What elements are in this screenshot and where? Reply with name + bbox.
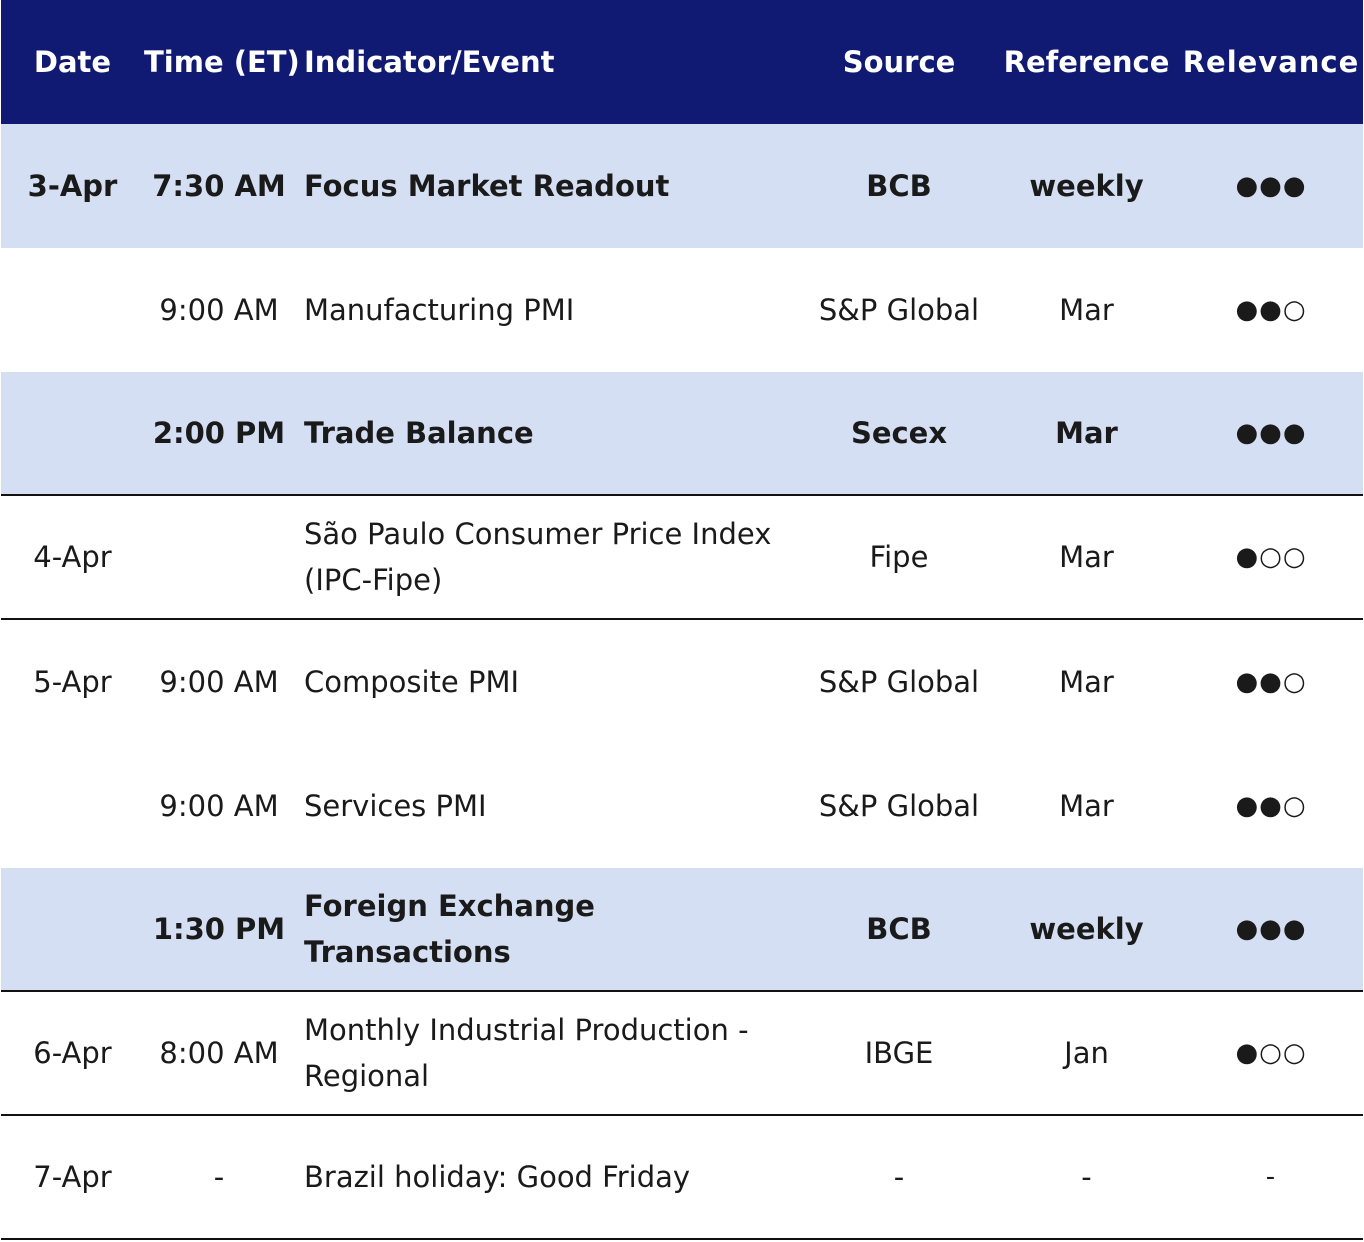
- indicator-cell: Foreign Exchange Transactions: [304, 889, 595, 969]
- source-cell: S&P Global: [818, 665, 980, 699]
- date-cell: 6-Apr: [33, 1036, 112, 1070]
- table-row: 4-Apr São Paulo Consumer Price Index (IP…: [1, 496, 1363, 620]
- relevance-dots: -: [1265, 1162, 1277, 1192]
- indicator-cell: Manufacturing PMI: [304, 293, 575, 327]
- reference-cell: Mar: [1059, 665, 1114, 699]
- source-cell: Secex: [850, 416, 948, 450]
- time-cell: -: [213, 1160, 225, 1194]
- header-source: Source: [842, 45, 956, 79]
- reference-cell: Mar: [1055, 416, 1118, 450]
- relevance-dots: ●●●: [1235, 418, 1307, 448]
- table-header: Date Time (ET) Indicator/Event Source Re…: [1, 0, 1363, 124]
- header-relevance: Relevance: [1182, 45, 1360, 79]
- indicator-cell: Monthly Industrial Production - Regional: [304, 1013, 749, 1093]
- table-row: 1:30 PM Foreign Exchange Transactions BC…: [1, 868, 1363, 992]
- date-cell: 7-Apr: [33, 1160, 112, 1194]
- source-cell: IBGE: [864, 1036, 934, 1070]
- table-row: 7-Apr - Brazil holiday: Good Friday - - …: [1, 1116, 1363, 1240]
- source-cell: S&P Global: [818, 293, 980, 327]
- relevance-dots: ●○○: [1235, 1038, 1307, 1068]
- relevance-dots: ●●○: [1235, 667, 1307, 697]
- table-row: 9:00 AM Services PMI S&P Global Mar ●●○: [1, 744, 1363, 868]
- reference-cell: Mar: [1059, 789, 1114, 823]
- source-cell: BCB: [866, 912, 932, 946]
- table-row: 6-Apr 8:00 AM Monthly Industrial Product…: [1, 992, 1363, 1116]
- time-cell: 2:00 PM: [152, 416, 286, 450]
- table-row: 3-Apr 7:30 AM Focus Market Readout BCB w…: [1, 124, 1363, 248]
- header-reference: Reference: [1003, 45, 1170, 79]
- reference-cell: Mar: [1059, 540, 1114, 574]
- time-cell: 1:30 PM: [152, 912, 286, 946]
- source-cell: Fipe: [869, 540, 929, 574]
- time-cell: 8:00 AM: [159, 1036, 279, 1070]
- source-cell: -: [893, 1160, 905, 1194]
- relevance-dots: ●●○: [1235, 295, 1307, 325]
- relevance-dots: ●●●: [1235, 914, 1307, 944]
- relevance-dots: ●●○: [1235, 791, 1307, 821]
- date-cell: 3-Apr: [27, 169, 118, 203]
- indicator-cell: Brazil holiday: Good Friday: [304, 1160, 691, 1194]
- indicator-cell: São Paulo Consumer Price Index (IPC-Fipe…: [304, 517, 772, 597]
- time-cell: 9:00 AM: [159, 789, 279, 823]
- table-row: 2:00 PM Trade Balance Secex Mar ●●●: [1, 372, 1363, 496]
- reference-cell: -: [1081, 1160, 1092, 1194]
- table-row: 9:00 AM Manufacturing PMI S&P Global Mar…: [1, 248, 1363, 372]
- time-cell: 7:30 AM: [152, 169, 286, 203]
- source-cell: BCB: [866, 169, 932, 203]
- header-time: Time (ET): [144, 45, 300, 79]
- header-indicator: Indicator/Event: [304, 45, 555, 79]
- date-cell: 4-Apr: [33, 540, 112, 574]
- date-cell: 5-Apr: [33, 665, 112, 699]
- header-date: Date: [33, 45, 112, 79]
- time-cell: 9:00 AM: [159, 665, 279, 699]
- table-row: 5-Apr 9:00 AM Composite PMI S&P Global M…: [1, 620, 1363, 744]
- relevance-dots: ●○○: [1235, 542, 1307, 572]
- indicator-cell: Services PMI: [304, 789, 487, 823]
- reference-cell: Mar: [1059, 293, 1114, 327]
- time-cell: 9:00 AM: [159, 293, 279, 327]
- indicator-cell: Trade Balance: [304, 416, 534, 450]
- reference-cell: weekly: [1029, 912, 1144, 946]
- reference-cell: weekly: [1029, 169, 1144, 203]
- source-cell: S&P Global: [818, 789, 980, 823]
- indicator-cell: Composite PMI: [304, 665, 520, 699]
- indicator-cell: Focus Market Readout: [304, 169, 670, 203]
- relevance-dots: ●●●: [1235, 171, 1307, 201]
- reference-cell: Jan: [1064, 1036, 1109, 1070]
